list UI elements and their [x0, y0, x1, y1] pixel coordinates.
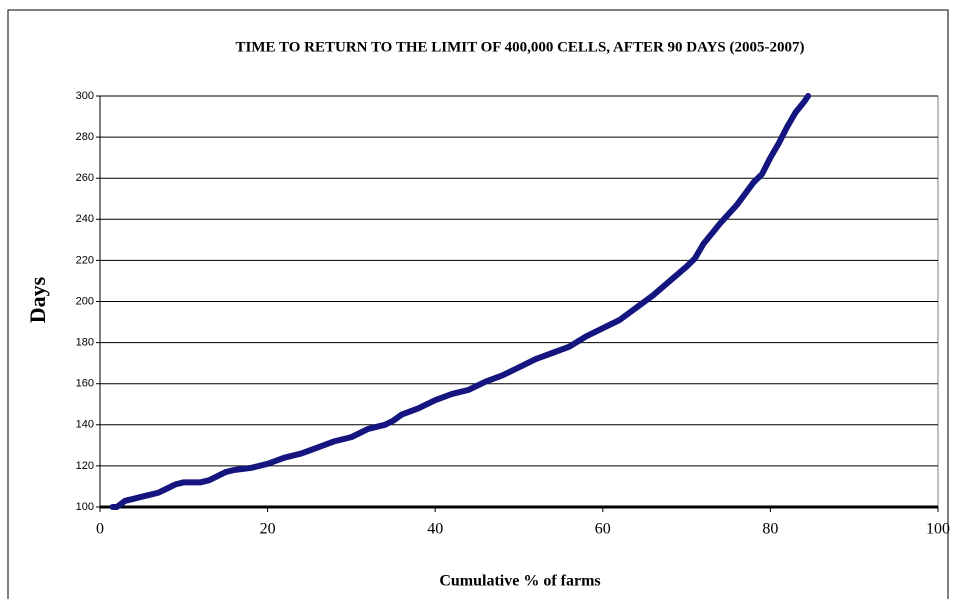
y-tick-label: 220 [76, 254, 94, 266]
chart-title: TIME TO RETURN TO THE LIMIT OF 400,000 C… [235, 39, 804, 55]
x-axis-label: Cumulative % of farms [439, 573, 600, 590]
y-axis-label: Days [25, 276, 50, 323]
x-tick-label: 60 [595, 521, 611, 538]
x-tick-label: 40 [427, 521, 443, 538]
x-tick-label: 100 [926, 521, 950, 538]
x-tick-label: 0 [96, 521, 104, 538]
y-tick-label: 260 [76, 172, 94, 184]
y-tick-label: 300 [76, 90, 94, 102]
x-tick-label: 80 [762, 521, 778, 538]
x-tick-label: 20 [260, 521, 276, 538]
y-tick-label: 180 [76, 337, 94, 349]
y-tick-label: 100 [76, 501, 94, 513]
data-line [109, 93, 812, 510]
chart-frame [7, 9, 949, 599]
y-tick-label: 140 [76, 419, 94, 431]
y-tick-label: 240 [76, 213, 94, 225]
y-tick-label: 160 [76, 378, 94, 390]
y-tick-label: 280 [76, 131, 94, 143]
y-tick-label: 200 [76, 295, 94, 307]
y-tick-label: 120 [76, 460, 94, 472]
